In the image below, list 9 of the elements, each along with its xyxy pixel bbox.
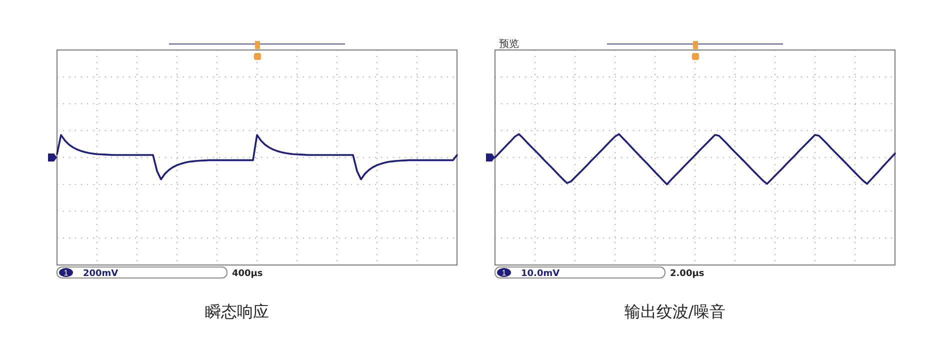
text: 2.00µs bbox=[670, 269, 704, 279]
text: 1 bbox=[64, 268, 69, 278]
text: 400µs bbox=[232, 269, 263, 279]
text: 输出纹波/噪音 bbox=[624, 302, 726, 321]
text: 1 bbox=[502, 268, 507, 278]
text: 瞬态响应 bbox=[205, 302, 269, 321]
text: 预览 bbox=[499, 38, 519, 50]
text: 200mV bbox=[83, 269, 118, 279]
text: 10.0mV bbox=[521, 269, 560, 279]
